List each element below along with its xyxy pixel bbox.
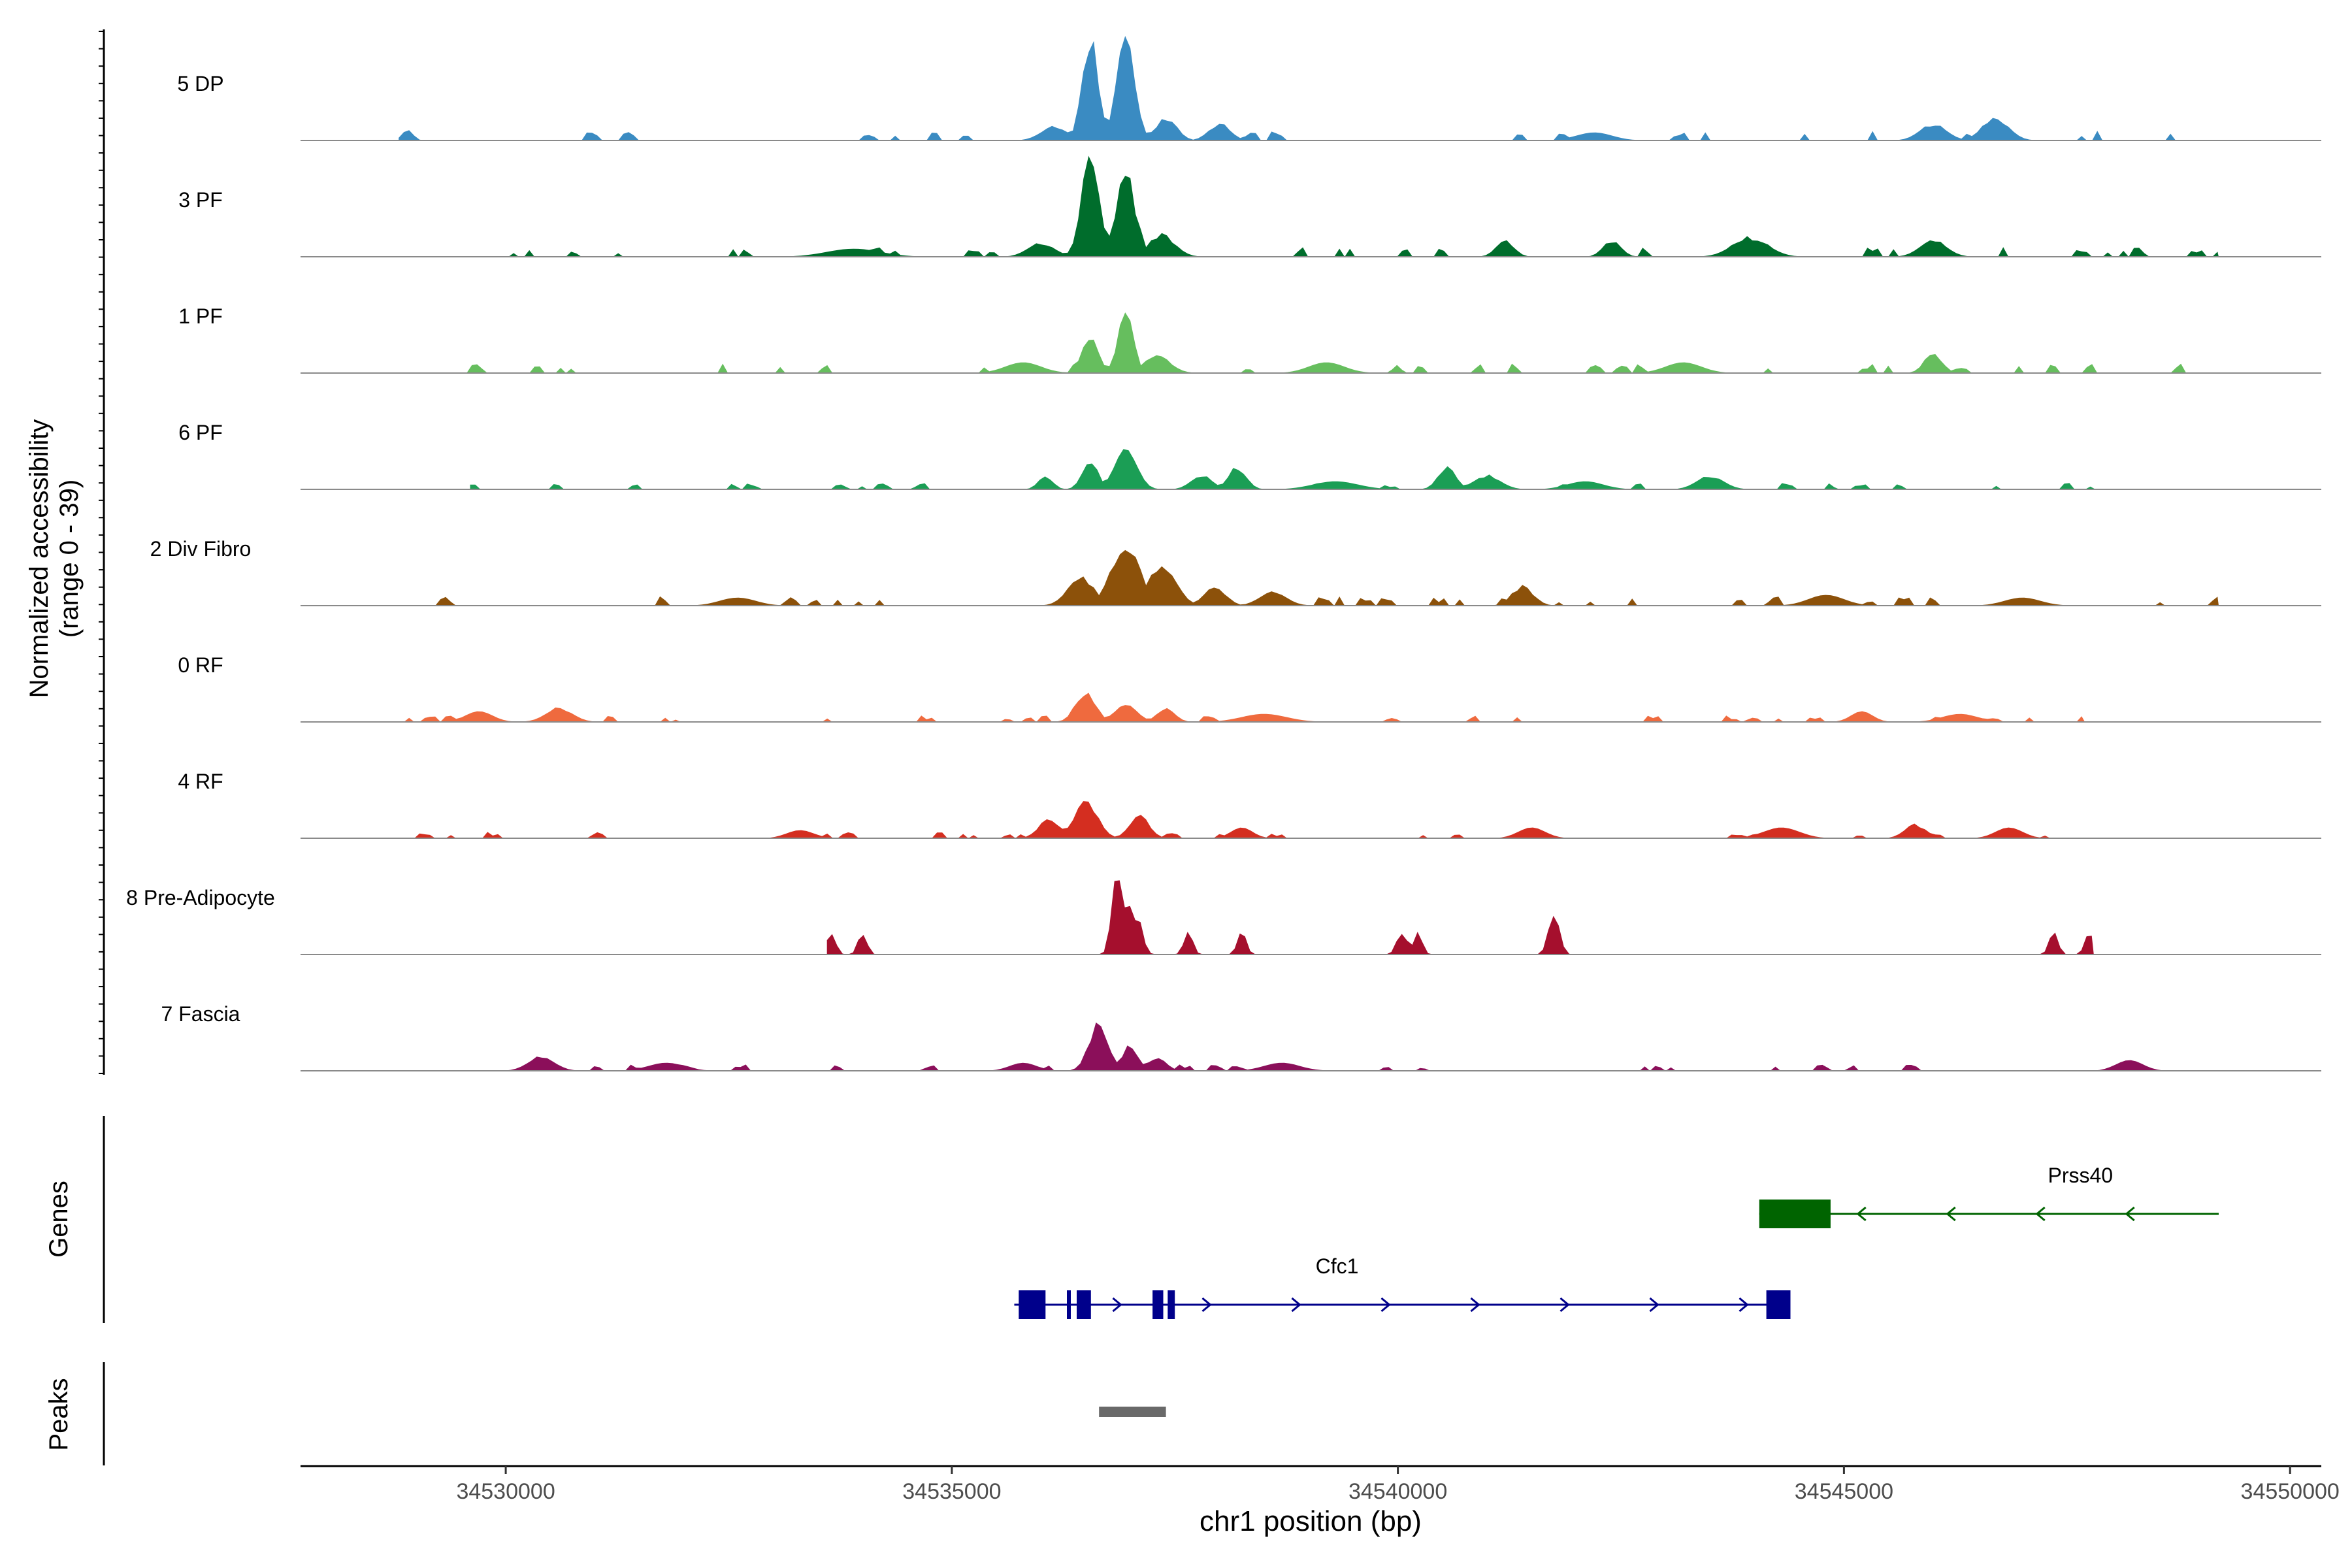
- exon: [1759, 1200, 1831, 1228]
- track-4-rf: 4 RF: [178, 770, 2321, 839]
- gene-prss40: Prss40: [1759, 1164, 2219, 1228]
- track-label: 0 RF: [178, 653, 223, 677]
- gene-cfc1: Cfc1: [1014, 1254, 1791, 1319]
- genes-axis-label: Genes: [44, 1181, 73, 1258]
- strand-arrow: [1470, 1297, 1480, 1313]
- coverage-area: [826, 880, 2094, 955]
- strand-arrow: [2035, 1206, 2046, 1222]
- exon: [1067, 1290, 1071, 1319]
- x-axis-ticks: 34530000 34535000 34540000 34545000 34550000: [456, 1466, 2340, 1504]
- track-label: 8 Pre-Adipocyte: [126, 886, 275, 909]
- track-1-pf: 1 PF: [178, 304, 2321, 374]
- strand-arrow: [1380, 1297, 1391, 1313]
- exon: [1766, 1290, 1791, 1319]
- exon: [1168, 1290, 1175, 1319]
- x-tick-label: 34540000: [1348, 1479, 1447, 1504]
- track-8-pre-adipocyte: 8 Pre-Adipocyte: [126, 880, 2321, 955]
- x-tick-label: 34535000: [902, 1479, 1001, 1504]
- coverage-area: [399, 549, 2219, 606]
- coverage-y-axis-ticks: [99, 31, 104, 1074]
- track-2-div-fibro: 2 Div Fibro: [150, 537, 2321, 606]
- gene-annotation-track: Prss40 Cfc1: [1014, 1164, 2219, 1319]
- track-label: 7 Fascia: [161, 1002, 240, 1026]
- exon: [1077, 1290, 1091, 1319]
- y-axis-label-line2: (range 0 - 39): [55, 480, 84, 638]
- strand-arrow: [1112, 1297, 1122, 1313]
- x-tick-label: 34530000: [456, 1479, 555, 1504]
- strand-arrow: [1739, 1297, 1749, 1313]
- track-label: 2 Div Fibro: [150, 537, 252, 561]
- exon: [1152, 1290, 1164, 1319]
- track-7-fascia: 7 Fascia: [161, 1002, 2321, 1071]
- x-tick-label: 34550000: [2241, 1479, 2340, 1504]
- strand-arrow: [1560, 1297, 1570, 1313]
- track-0-rf: 0 RF: [178, 653, 2321, 723]
- x-tick-label: 34545000: [1795, 1479, 1893, 1504]
- coverage-area: [399, 693, 2085, 722]
- gene-label: Prss40: [2048, 1164, 2114, 1187]
- track-label: 5 DP: [177, 72, 223, 95]
- coverage-tracks: 5 DP 3 PF 1 PF 6 PF 2 Div Fibro 0 RF 4 RF 8 Pre…: [126, 36, 2321, 1071]
- strand-arrow: [2125, 1206, 2135, 1222]
- track-label: 6 PF: [178, 421, 223, 444]
- coverage-area: [470, 449, 2121, 489]
- strand-arrow: [1856, 1206, 1867, 1222]
- strand-arrow: [1946, 1206, 1956, 1222]
- strand-arrow: [1649, 1297, 1659, 1313]
- strand-arrow: [1291, 1297, 1301, 1313]
- x-axis-label: chr1 position (bp): [1200, 1505, 1422, 1537]
- track-5-dp: 5 DP: [177, 36, 2321, 141]
- track-label: 4 RF: [178, 770, 223, 793]
- peak-region-track: [1099, 1407, 1166, 1417]
- peaks-axis-label: Peaks: [44, 1378, 73, 1450]
- track-label: 1 PF: [178, 304, 223, 328]
- strand-arrow: [1201, 1297, 1212, 1313]
- exon: [1019, 1290, 1046, 1319]
- peak-region: [1099, 1407, 1166, 1417]
- gene-label: Cfc1: [1316, 1254, 1359, 1278]
- y-axis-label-line1: Normalized accessibility: [25, 419, 54, 698]
- track-label: 3 PF: [178, 188, 223, 212]
- track-6-pf: 6 PF: [178, 421, 2321, 490]
- track-3-pf: 3 PF: [178, 155, 2321, 257]
